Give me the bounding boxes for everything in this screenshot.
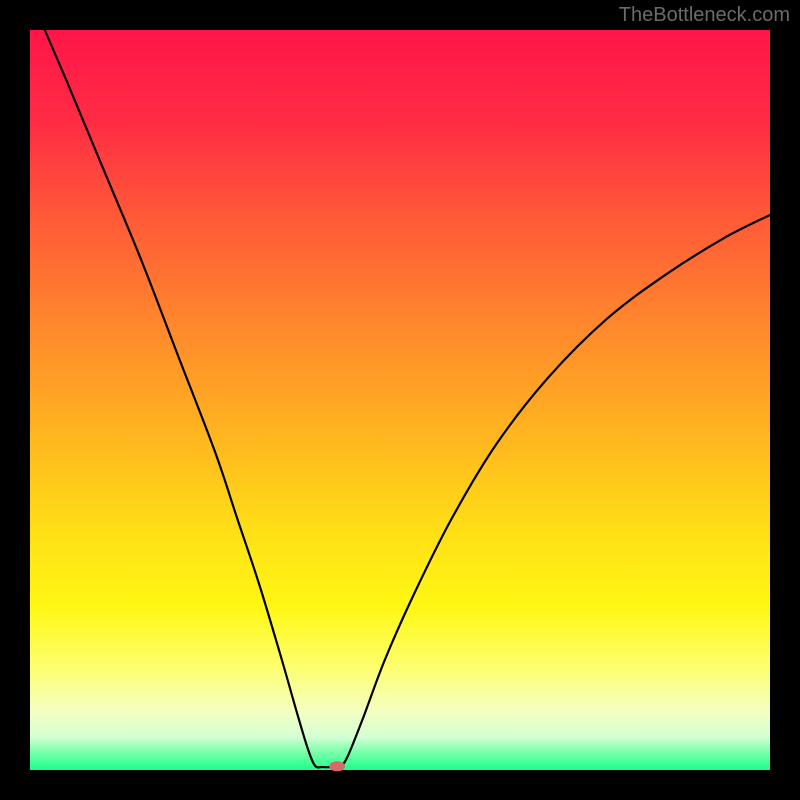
chart-svg xyxy=(0,0,800,800)
watermark-text: TheBottleneck.com xyxy=(619,4,790,27)
plot-background xyxy=(30,30,770,770)
bottleneck-chart: TheBottleneck.com xyxy=(0,0,800,800)
optimum-marker xyxy=(329,761,345,771)
